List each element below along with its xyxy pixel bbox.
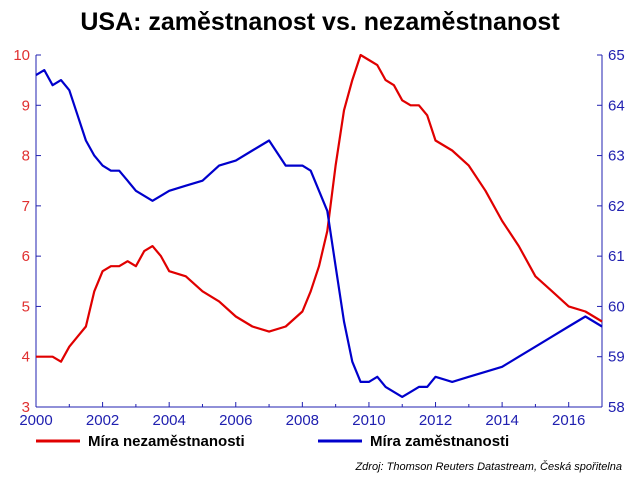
x-tick-label: 2012 xyxy=(419,412,452,429)
legend-label: Míra nezaměstnanosti xyxy=(88,433,245,450)
right-tick-label: 61 xyxy=(608,248,625,265)
right-tick-label: 60 xyxy=(608,298,625,315)
right-tick-label: 58 xyxy=(608,399,625,416)
x-tick-label: 2004 xyxy=(152,412,185,429)
left-tick-label: 7 xyxy=(22,198,30,215)
source-note: Zdroj: Thomson Reuters Datastream, Česká… xyxy=(354,460,622,473)
left-tick-label: 5 xyxy=(22,298,30,315)
x-tick-label: 2002 xyxy=(86,412,119,429)
right-tick-label: 64 xyxy=(608,97,625,114)
x-tick-label: 2010 xyxy=(352,412,385,429)
x-tick-label: 2016 xyxy=(552,412,585,429)
x-tick-label: 2008 xyxy=(286,412,319,429)
left-tick-label: 4 xyxy=(22,349,30,366)
ticks-group: 3 4 5 6 7 8 9 10 58 59 60 61 62 63 64 65 2000 2002 2004 200… xyxy=(13,47,624,429)
series-group xyxy=(35,53,603,398)
series-line-unemployment xyxy=(36,53,603,363)
chart-title: USA: zaměstnanost vs. nezaměstnanost xyxy=(80,8,560,36)
legend: Míra nezaměstnanosti Míra zaměstnanosti xyxy=(36,433,509,450)
series-line-employment xyxy=(35,68,603,398)
legend-label: Míra zaměstnanosti xyxy=(370,433,509,450)
axes-group xyxy=(35,55,603,408)
left-tick-label: 6 xyxy=(22,248,30,265)
right-tick-label: 65 xyxy=(608,47,625,64)
right-tick-label: 59 xyxy=(608,349,625,366)
left-tick-label: 3 xyxy=(22,399,30,416)
x-tick-label: 2006 xyxy=(219,412,252,429)
left-tick-label: 10 xyxy=(13,47,30,64)
right-tick-label: 62 xyxy=(608,198,625,215)
left-tick-label: 8 xyxy=(22,148,30,165)
left-tick-label: 9 xyxy=(22,97,30,114)
x-tick-label: 2000 xyxy=(19,412,52,429)
x-tick-label: 2014 xyxy=(485,412,518,429)
right-tick-label: 63 xyxy=(608,148,625,165)
